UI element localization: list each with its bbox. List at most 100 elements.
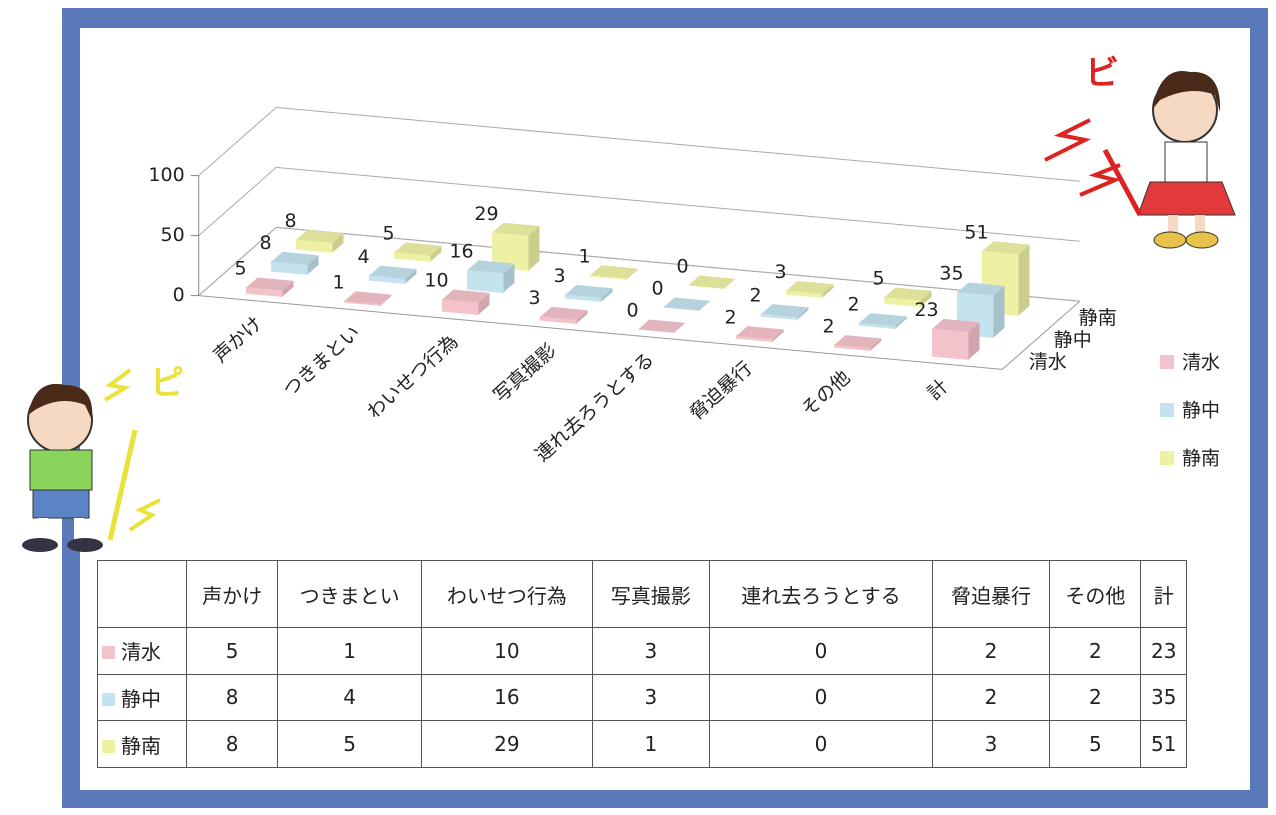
data-table: 声かけ つきまとい わいせつ行為 写真撮影 連れ去ろうとする 脅迫暴行 その他計清水 5 1 10…	[97, 560, 1187, 768]
x-tick-label: 計	[924, 375, 953, 404]
x-tick-label: 連れ去ろうとする	[531, 348, 658, 466]
bar-side	[503, 263, 515, 293]
table-cell: 3	[591, 673, 711, 722]
legend-swatch	[1160, 403, 1174, 417]
bar-top	[638, 319, 686, 333]
bar-top	[467, 260, 515, 274]
bar	[467, 260, 515, 294]
value-label: 4	[357, 246, 369, 268]
bar	[786, 280, 834, 299]
legend-swatch	[102, 739, 115, 753]
floor-right-edge	[1001, 300, 1081, 370]
grid-line	[198, 226, 1080, 302]
table-cell: 2	[931, 627, 1051, 675]
value-label: 5	[234, 258, 246, 280]
series-axis-label: 静南	[1079, 307, 1117, 329]
table-cell: 3	[931, 720, 1051, 768]
bar-side	[626, 268, 638, 280]
bar-top	[859, 313, 907, 327]
bar	[246, 277, 294, 298]
sound-effect: ピ	[150, 364, 184, 404]
table-cell: 51	[1140, 720, 1187, 768]
bar-side	[968, 322, 980, 360]
bar-side	[895, 316, 907, 329]
bar-side	[282, 280, 294, 297]
value-label: 5	[382, 223, 394, 245]
row-header: 静中	[97, 673, 187, 722]
value-label: 51	[964, 221, 988, 243]
bar-top	[565, 284, 613, 298]
bar-top	[296, 229, 344, 243]
value-label: 10	[424, 270, 448, 292]
bar-top	[394, 242, 442, 256]
bar	[982, 241, 1030, 317]
table-cell: 1	[591, 720, 711, 768]
boy-illustration: ピ	[22, 364, 184, 552]
bar-top	[442, 289, 490, 303]
bar-side	[772, 329, 784, 342]
value-label: 2	[724, 306, 736, 328]
value-label: 3	[553, 265, 565, 287]
bar-top	[957, 282, 1005, 296]
bar	[736, 326, 784, 343]
bar	[688, 275, 736, 289]
bar	[296, 229, 344, 254]
table-cell: 2	[931, 673, 1051, 722]
bar-side	[576, 310, 588, 324]
table-cell: 0	[709, 673, 933, 722]
table-cell: 35	[1140, 673, 1187, 722]
row-header: 清水	[97, 627, 187, 675]
grid-line	[198, 106, 1080, 182]
table-cell: 8	[185, 720, 279, 768]
x-tick-label: つきまとい	[279, 321, 364, 401]
bar-top	[271, 251, 319, 265]
bar-top	[663, 297, 711, 311]
bar-front	[467, 269, 504, 294]
bar	[369, 265, 417, 285]
value-label: 5	[872, 268, 884, 290]
column-header: つきまとい	[277, 560, 423, 628]
legend-label: 静中	[1182, 400, 1220, 422]
table-cell: 10	[421, 627, 593, 675]
series-axis-label: 静中	[1054, 329, 1092, 351]
table-row: 静中 8 4 16 3 0 2 2 35	[97, 673, 1187, 722]
bar-top	[344, 291, 392, 305]
x-tick-label: 声かけ	[209, 312, 266, 367]
x-tick-label: わいせつ行為	[363, 330, 462, 423]
bar-side	[405, 269, 417, 284]
legend-swatch	[102, 646, 115, 660]
bar	[957, 282, 1005, 339]
value-label: 0	[676, 256, 688, 278]
value-label: 29	[474, 203, 498, 225]
column-header: その他	[1049, 560, 1142, 628]
bar-top	[834, 335, 882, 349]
table-header-row: 声かけ つきまとい わいせつ行為 写真撮影 連れ去ろうとする 脅迫暴行 その他計	[97, 560, 1187, 628]
bar	[492, 222, 540, 272]
bar	[344, 291, 392, 307]
value-label: 1	[578, 245, 590, 267]
value-label: 16	[449, 240, 473, 262]
value-label: 0	[626, 300, 638, 322]
x-tick-label: 写真撮影	[489, 339, 560, 406]
value-label: 3	[774, 261, 786, 283]
value-label: 8	[284, 210, 296, 232]
bar	[663, 297, 711, 311]
corner-cell	[97, 560, 187, 628]
bar-side	[1018, 244, 1030, 316]
bar-side	[528, 226, 540, 271]
column-header: 声かけ	[185, 560, 279, 628]
row-label: 清水	[121, 640, 161, 665]
table-cell: 0	[709, 627, 933, 675]
table-cell: 8	[185, 673, 279, 722]
bar-top	[982, 241, 1030, 255]
bar-top	[369, 265, 417, 279]
bar-side	[430, 245, 442, 262]
grid-line	[198, 166, 1080, 242]
bar-side	[797, 307, 809, 320]
bar	[590, 265, 638, 281]
y-tick-label: 0	[173, 284, 185, 306]
bar-top	[688, 275, 736, 289]
table-cell: 2	[1049, 673, 1142, 722]
bar-side	[380, 294, 392, 306]
